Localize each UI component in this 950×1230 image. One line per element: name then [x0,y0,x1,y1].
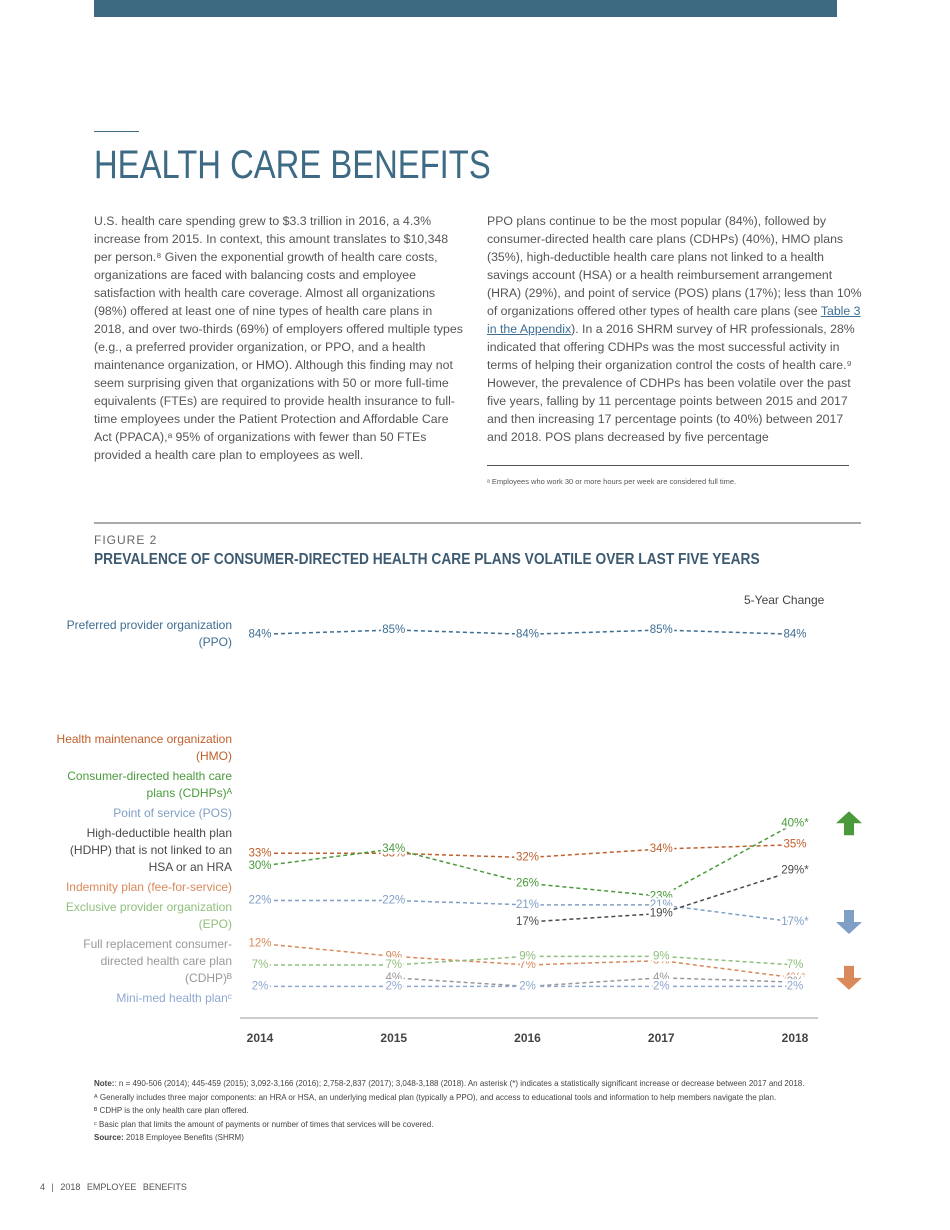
value-label: 17%* [781,916,809,928]
note: Note:: n = 490-506 (2014); 445-459 (2015… [94,1077,874,1091]
series-name: Mini-med health planᶜ [116,991,232,1005]
value-label: 4% [385,972,402,984]
value-label: 7% [252,959,269,971]
value-label: 33% [248,847,271,859]
value-label: 22% [248,895,271,907]
page-title: HEALTH CARE BENEFITS [94,143,491,187]
value-label: 19% [650,907,673,919]
value-label: 9% [653,950,670,962]
change-heading: 5-Year Change [744,593,825,607]
value-label: 33% [382,847,405,859]
series-line [259,629,796,636]
value-label: 3% [787,976,804,988]
chart: 2014 2015 2016 2017 2018 84% 85% 84% 85% 84% 33% 33… [0,590,950,1060]
value-label: 34% [382,843,405,855]
notes: Note:: n = 490-506 (2014); 445-459 (2015… [94,1077,874,1145]
left-paragraph: U.S. health care spending grew to $3.3 t… [94,214,463,462]
value-label: 30% [248,860,271,872]
source-text: 2018 Employee Benefits (SHRM) [126,1133,244,1143]
value-label: 23% [650,890,673,902]
text: PPO plans continue to be the most popula… [487,214,862,318]
value-label: 32% [516,852,539,864]
right-paragraph: PPO plans continue to be the most popula… [487,212,863,446]
value-label: 2% [252,980,269,992]
series-line [527,869,796,923]
page-number: 4 [40,1182,46,1192]
value-label: 12% [248,938,271,950]
value-label: 29%* [781,865,809,877]
value-label: 7% [787,959,804,971]
series-line [260,955,796,966]
footer-title: 2018 EMPLOYEE BENEFITS [60,1182,187,1192]
series-line [259,822,796,898]
figure-label: FIGURE 2 [94,533,158,547]
series-name: Preferred provider organization (PPO) [66,618,232,650]
series-line [260,899,796,923]
link[interactable]: Table 3 in the Appendix [487,304,861,336]
source-label: Source: [94,1133,124,1143]
value-label: 84% [783,628,806,640]
value-label: 9% [519,950,536,962]
source: Source: 2018 Employee Benefits (SHRM) [94,1131,874,1145]
series-line [260,843,796,859]
value-label: 35% [783,839,806,851]
series-line [393,977,796,988]
value-label: 2% [385,980,402,992]
value-label: 26% [516,877,539,889]
series-name: Exclusive provider organization (EPO) [65,900,232,931]
text: ). In a 2016 SHRM survey of HR professio… [487,322,855,444]
value-label: 7% [519,959,536,971]
top-bar [94,0,837,17]
value-label: 22% [382,895,405,907]
value-label: 4%* [784,972,806,984]
value-label: 40%* [781,817,809,829]
value-label: 4% [653,972,670,984]
x-tick-label: 2016 [514,1031,541,1045]
value-label: 7% [385,959,402,971]
note-footnote: ᴬ Generally includes three major compone… [94,1092,777,1102]
value-label: 8% [653,955,670,967]
change-arrow [836,811,862,836]
chart-svg: 2014 2015 2016 2017 2018 84% 85% 84% 85% 84% 33% 33… [240,622,862,1045]
change-arrow [836,910,862,934]
note-label: Note: [94,1079,115,1088]
value-label: 85% [650,624,673,636]
series-line [259,942,796,979]
x-tick-label: 2015 [380,1031,407,1045]
value-label: 17% [516,916,539,928]
value-label: 84% [516,628,539,640]
x-tick-label: 2017 [648,1031,675,1045]
series-name: Point of service (POS) [113,806,232,820]
footer: 4 | 2018 EMPLOYEE BENEFITS [40,1182,187,1192]
series-name: Full replacement consumer-directed healt… [83,937,232,985]
series-name: Health maintenance organization (HMO) [56,732,232,763]
title-rule [94,131,139,132]
value-label: 85% [382,624,405,636]
change-arrow [836,965,862,990]
note-text: : n = 490-506 (2014); 445-459 (2015); 3,… [114,1079,805,1088]
series-name: High-deductible health plan (HDHP) that … [69,826,232,874]
footnote-rule [487,465,849,466]
x-tick-label: 2014 [247,1031,274,1045]
separator: | [51,1182,54,1192]
value-label: 2% [787,980,804,992]
value-label: 2% [653,980,670,992]
value-label: 2% [519,980,536,992]
figure-rule [94,522,861,524]
figure-title: PREVALENCE OF CONSUMER-DIRECTED HEALTH C… [94,551,760,568]
value-label: 9% [385,950,402,962]
series-name: Consumer-directed health care plans (CDH… [67,769,232,800]
x-tick-label: 2018 [782,1031,809,1045]
value-label: 21% [516,899,539,911]
series-name: Indemnity plan (fee-for-service) [65,880,232,894]
value-label: 21% [650,899,673,911]
note-footnote: ᴮ CDHP is the only health care plan offe… [94,1106,249,1116]
value-label: 84% [248,628,271,640]
note-footnote: ᶜ Basic plan that limits the amount of p… [94,1119,434,1129]
value-label: 2% [519,980,536,992]
value-label: 34% [650,843,673,855]
footnote: ᵃ Employees who work 30 or more hours pe… [487,477,737,486]
